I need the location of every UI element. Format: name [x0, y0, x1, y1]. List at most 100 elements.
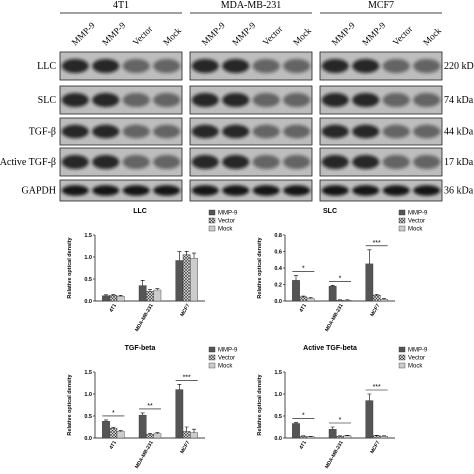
error-bar [111, 294, 116, 296]
blot-band [222, 185, 250, 196]
blot-band [191, 124, 219, 139]
blot-band [283, 124, 311, 139]
size-label: 44 kDa [444, 127, 474, 138]
y-tick-label: 1.5 [274, 370, 282, 376]
bar [292, 280, 300, 302]
lane-label: Mock [291, 25, 313, 47]
legend-label: MMP-9 [408, 348, 428, 354]
blot-band [222, 155, 250, 169]
blot-band [352, 93, 380, 107]
size-label: 74 kDa [444, 95, 474, 106]
y-tick-label: 0.0 [274, 436, 282, 442]
blot-band [382, 185, 410, 196]
lane-label: MMP-9 [360, 20, 388, 48]
significance-label: * [112, 410, 115, 417]
bar [336, 299, 344, 302]
y-tick-label: 0.5 [84, 277, 92, 283]
cell-line-label: MCF7 [368, 0, 394, 11]
error-bar [140, 280, 145, 286]
blot-strip [189, 179, 313, 202]
bar [175, 389, 184, 439]
row-label: SLC [38, 95, 57, 106]
blot-strip [319, 179, 443, 202]
legend-label: Mock [218, 227, 233, 233]
legend-swatch [398, 354, 406, 361]
error-bar [148, 433, 152, 435]
error-bar [111, 427, 116, 429]
legend-label: MMP-9 [218, 211, 238, 217]
legend-label: Vector [408, 356, 425, 362]
bar [365, 263, 374, 302]
blot-strip [59, 179, 183, 202]
blot-band [222, 59, 250, 73]
bar [336, 436, 344, 439]
lane-label: Vector [131, 24, 155, 48]
bar [146, 291, 154, 302]
x-tick-label: MCF7 [369, 440, 381, 455]
blot-band [153, 185, 181, 196]
blot-band [352, 185, 380, 196]
blot-band [283, 59, 311, 73]
error-bar [184, 426, 189, 432]
blot-band [283, 93, 311, 107]
blot-band [61, 155, 89, 169]
blot-band [153, 59, 181, 73]
bar [292, 423, 300, 439]
bar [182, 254, 191, 302]
x-tick-label: MDA-MB-231 [134, 440, 155, 470]
bar [153, 433, 162, 439]
legend-swatch [208, 354, 216, 361]
blot-band [321, 185, 349, 196]
bar [182, 431, 191, 439]
error-bar [192, 428, 196, 433]
blot-band [191, 185, 219, 196]
blot-band [382, 59, 410, 73]
bar [306, 298, 315, 302]
error-bar [177, 251, 182, 261]
error-bar [374, 294, 379, 296]
error-bar [382, 298, 386, 300]
blot-band [153, 93, 181, 107]
legend-label: Mock [218, 364, 233, 370]
chart-title: LLC [133, 208, 147, 215]
error-bar [104, 419, 108, 422]
y-tick-label: 0.2 [274, 283, 282, 289]
blot-band [352, 59, 380, 73]
y-tick-label: 0.0 [274, 299, 282, 305]
bar-chart: LLC Relative optical density 0.0 0.5 1.0 1.5 4… [67, 208, 238, 333]
blot-band [92, 155, 120, 169]
error-bar [118, 294, 123, 297]
y-tick-label: 0.6 [274, 250, 282, 256]
error-bar [140, 412, 145, 416]
lane-label: Mock [161, 25, 183, 47]
chart-title: TGF-beta [125, 345, 156, 352]
legend-swatch [208, 225, 216, 232]
x-tick-label: 4T1 [109, 440, 119, 451]
legend-swatch [398, 209, 406, 216]
blot-band [252, 59, 280, 73]
chart-title: Active TGF-beta [303, 345, 357, 352]
x-tick-label: MCF7 [179, 303, 191, 318]
blot-band [122, 59, 150, 73]
blot-band [382, 93, 410, 107]
bar [299, 296, 308, 302]
legend-swatch [398, 346, 406, 353]
error-bar [155, 432, 160, 434]
cell-line-label: MDA-MB-231 [221, 0, 282, 11]
legend-swatch [208, 346, 216, 353]
error-bar [367, 249, 372, 264]
blot-band [122, 155, 150, 169]
y-tick-label: 1.5 [84, 233, 92, 239]
lane-label: Mock [421, 25, 443, 47]
legend-swatch [398, 225, 406, 232]
blot-band [222, 93, 250, 107]
legend-swatch [398, 362, 406, 369]
error-bar [148, 289, 152, 292]
x-tick-label: 4T1 [299, 440, 309, 451]
bar-chart: SLC Relative optical density 0.0 0.2 0.4 0.6 0… [257, 208, 428, 333]
blot-band [382, 155, 410, 169]
legend-label: MMP-9 [218, 348, 238, 354]
blot-band [122, 93, 150, 107]
y-tick-label: 0.4 [274, 266, 283, 272]
error-bar [184, 250, 189, 255]
